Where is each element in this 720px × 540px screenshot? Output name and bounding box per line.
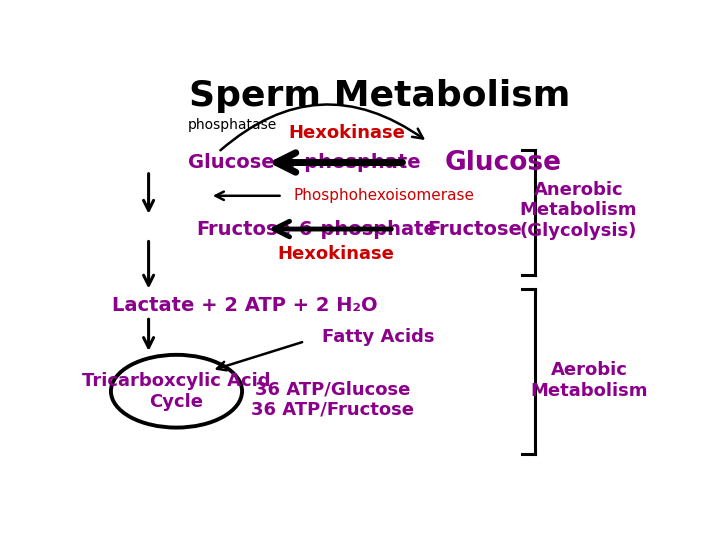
Text: Glucose-6-phosphate: Glucose-6-phosphate [188, 153, 420, 172]
Text: Hexokinase: Hexokinase [288, 124, 405, 143]
Text: Sperm Metabolism: Sperm Metabolism [189, 79, 571, 113]
Text: Hexokinase: Hexokinase [277, 245, 394, 263]
Text: Lactate + 2 ATP + 2 H₂O: Lactate + 2 ATP + 2 H₂O [112, 296, 378, 315]
Text: Anerobic
Metabolism
(Glycolysis): Anerobic Metabolism (Glycolysis) [520, 180, 637, 240]
Text: Phosphohexoisomerase: Phosphohexoisomerase [294, 188, 474, 203]
Text: Aerobic
Metabolism: Aerobic Metabolism [531, 361, 648, 400]
Text: Fructose-6-phosphate: Fructose-6-phosphate [196, 220, 437, 239]
Text: 36 ATP/Glucose
36 ATP/Fructose: 36 ATP/Glucose 36 ATP/Fructose [251, 380, 414, 419]
Text: Tricarboxcylic Acid
Cycle: Tricarboxcylic Acid Cycle [82, 372, 271, 410]
Text: Glucose: Glucose [444, 150, 562, 176]
Text: Fatty Acids: Fatty Acids [322, 328, 434, 346]
Text: phosphatase: phosphatase [188, 118, 277, 132]
Text: Fructose: Fructose [428, 220, 523, 239]
